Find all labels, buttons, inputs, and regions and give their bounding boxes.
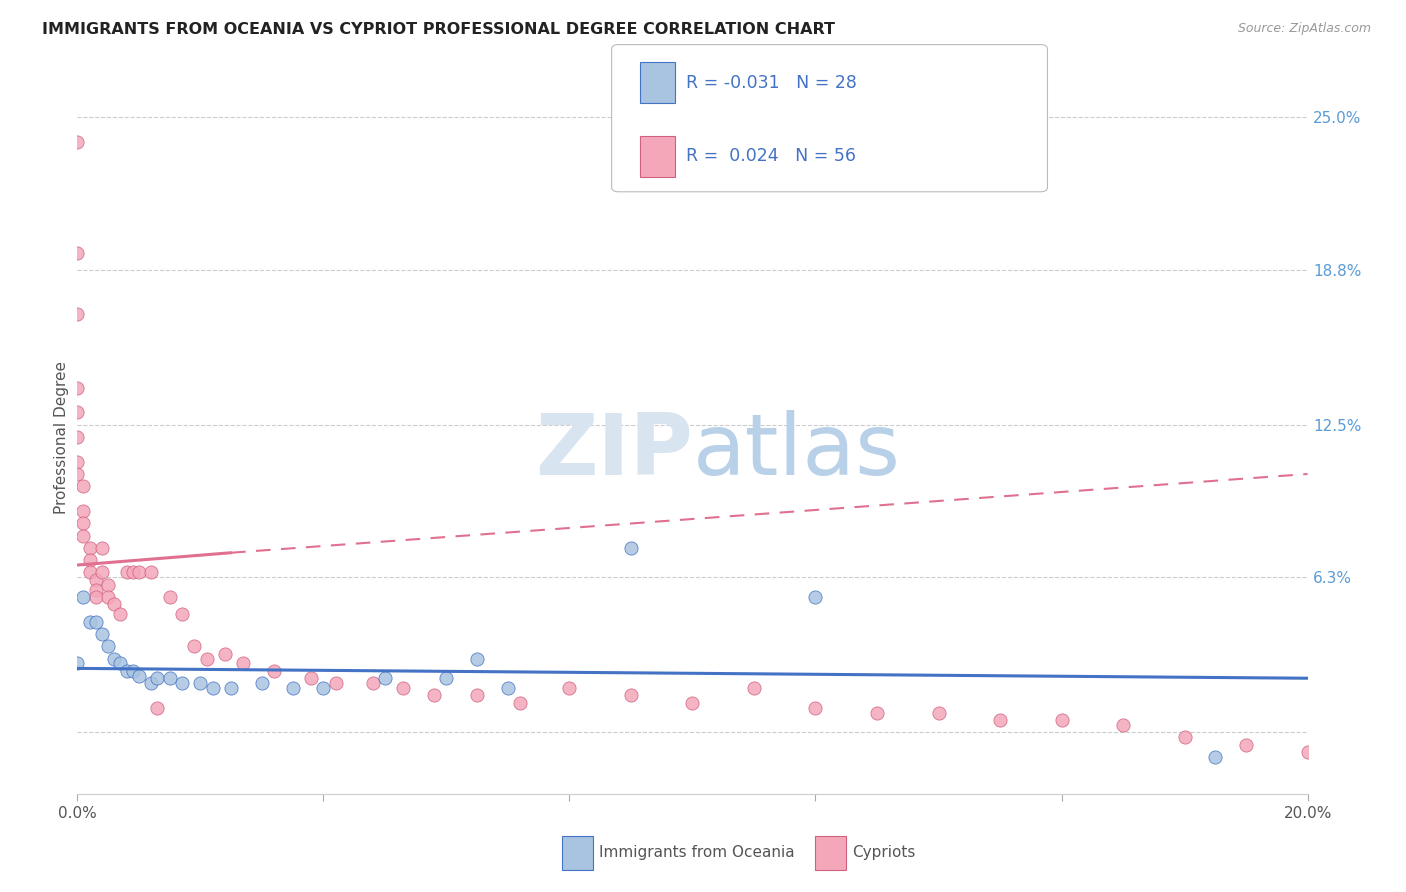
Point	[103, 651, 125, 665]
Point	[436, 671, 458, 685]
Point	[312, 681, 335, 695]
Text: R = -0.031   N = 28: R = -0.031 N = 28	[686, 74, 858, 92]
Point	[170, 607, 193, 622]
Point	[620, 541, 643, 555]
Point	[72, 590, 94, 604]
Point	[170, 676, 193, 690]
Text: atlas: atlas	[693, 409, 900, 493]
Point	[804, 590, 827, 604]
Text: IMMIGRANTS FROM OCEANIA VS CYPRIOT PROFESSIONAL DEGREE CORRELATION CHART: IMMIGRANTS FROM OCEANIA VS CYPRIOT PROFE…	[42, 22, 835, 37]
Point	[1204, 750, 1226, 764]
Point	[1234, 738, 1257, 752]
Point	[1296, 745, 1319, 759]
Point	[263, 664, 285, 678]
Point	[183, 639, 205, 653]
Point	[79, 553, 101, 567]
Point	[682, 696, 704, 710]
Point	[66, 467, 89, 481]
Point	[90, 627, 114, 641]
Point	[115, 566, 138, 580]
Point	[66, 430, 89, 444]
Point	[66, 381, 89, 395]
Point	[66, 405, 89, 419]
Point	[103, 598, 125, 612]
Point	[281, 681, 304, 695]
Point	[804, 700, 827, 714]
Point	[79, 541, 101, 555]
Text: Source: ZipAtlas.com: Source: ZipAtlas.com	[1237, 22, 1371, 36]
Point	[66, 307, 89, 321]
Point	[79, 615, 101, 629]
Point	[146, 700, 169, 714]
Point	[84, 573, 107, 587]
Point	[121, 566, 143, 580]
Point	[219, 681, 242, 695]
Point	[201, 681, 224, 695]
Point	[146, 671, 169, 685]
Point	[115, 664, 138, 678]
Point	[465, 689, 488, 703]
Point	[72, 516, 94, 531]
Point	[97, 590, 120, 604]
Point	[72, 528, 94, 542]
Point	[214, 647, 236, 661]
Point	[928, 706, 950, 720]
Point	[128, 669, 150, 683]
Point	[159, 671, 181, 685]
Point	[72, 479, 94, 493]
Point	[90, 566, 114, 580]
Y-axis label: Professional Degree: Professional Degree	[53, 360, 69, 514]
Point	[742, 681, 765, 695]
Point	[84, 615, 107, 629]
Point	[188, 676, 212, 690]
Point	[392, 681, 415, 695]
Text: R =  0.024   N = 56: R = 0.024 N = 56	[686, 147, 856, 165]
Point	[66, 245, 89, 260]
Point	[79, 566, 101, 580]
Point	[66, 135, 89, 149]
Text: ZIP: ZIP	[534, 409, 693, 493]
Point	[866, 706, 889, 720]
Point	[195, 651, 218, 665]
Point	[97, 578, 120, 592]
Point	[66, 455, 89, 469]
Point	[1050, 713, 1073, 727]
Point	[374, 671, 396, 685]
Point	[90, 541, 114, 555]
Point	[465, 651, 488, 665]
Point	[250, 676, 273, 690]
Point	[558, 681, 581, 695]
Point	[1174, 731, 1197, 745]
Point	[128, 566, 150, 580]
Point	[988, 713, 1011, 727]
Point	[232, 657, 254, 671]
Point	[496, 681, 519, 695]
Point	[325, 676, 347, 690]
Point	[159, 590, 181, 604]
Point	[141, 566, 163, 580]
Point	[509, 696, 531, 710]
Point	[72, 504, 94, 518]
Point	[423, 689, 446, 703]
Text: Immigrants from Oceania: Immigrants from Oceania	[599, 846, 794, 860]
Point	[620, 689, 643, 703]
Point	[1112, 718, 1135, 732]
Point	[299, 671, 322, 685]
Point	[361, 676, 384, 690]
Point	[84, 590, 107, 604]
Point	[110, 607, 132, 622]
Point	[141, 676, 163, 690]
Point	[97, 639, 120, 653]
Point	[121, 664, 143, 678]
Point	[110, 657, 132, 671]
Text: Cypriots: Cypriots	[852, 846, 915, 860]
Point	[84, 582, 107, 597]
Point	[66, 657, 89, 671]
